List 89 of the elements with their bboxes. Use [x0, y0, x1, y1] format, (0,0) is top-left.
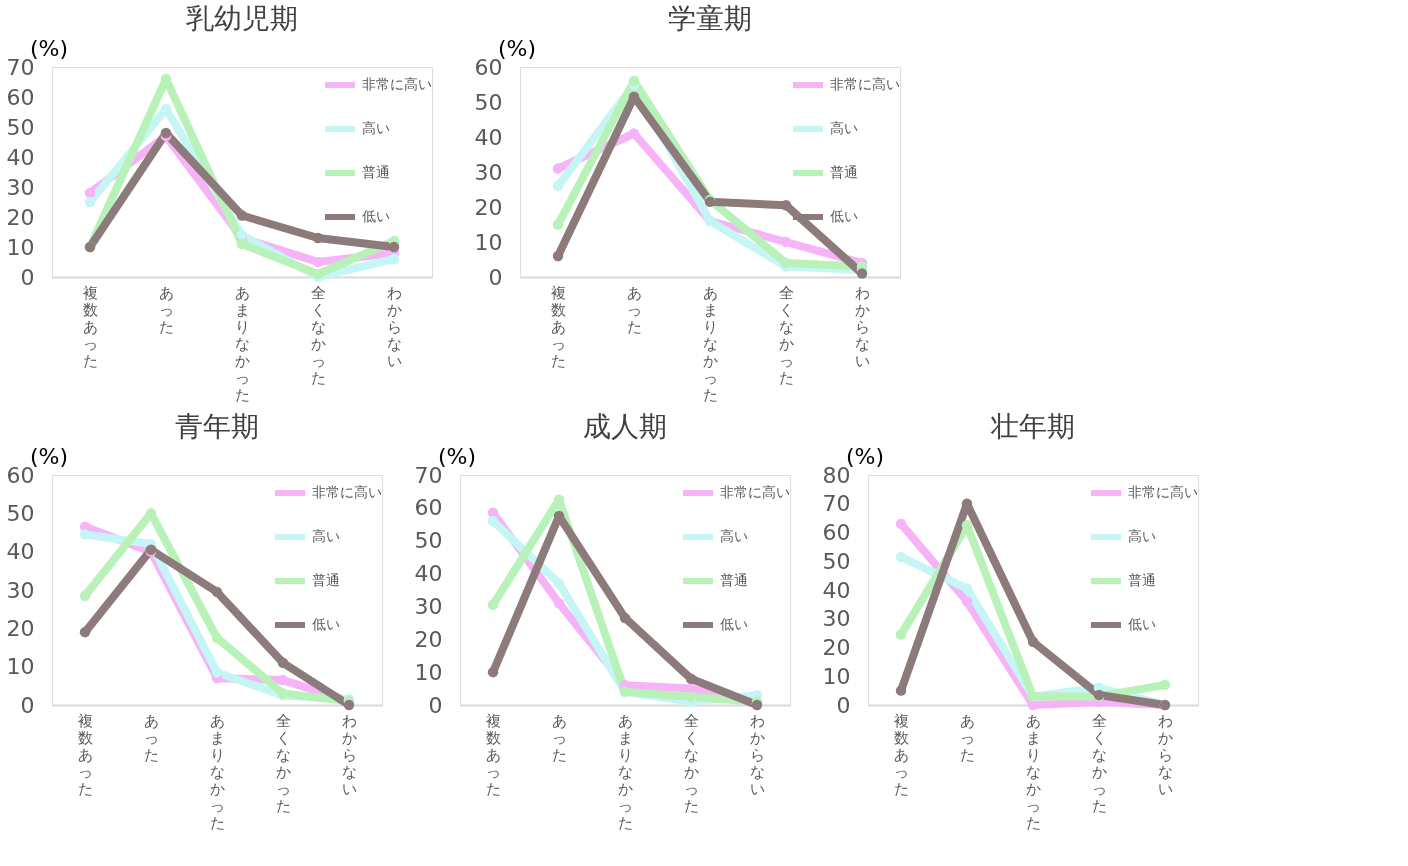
- y-tick-label: 50: [474, 89, 503, 115]
- y-tick-label: 30: [822, 606, 851, 632]
- legend-label: 普通: [720, 572, 748, 588]
- legend-label: 低い: [312, 616, 340, 632]
- y-tick-label: 10: [6, 234, 35, 260]
- legend-label: 高い: [362, 120, 390, 136]
- y-tick-label: 10: [414, 659, 443, 685]
- y-tick-label: 30: [6, 174, 35, 200]
- legend-label: 普通: [362, 164, 390, 180]
- y-tick-label: 40: [474, 124, 503, 150]
- y-tick-label: 50: [822, 548, 851, 574]
- x-tick-label: 複数あった: [551, 283, 566, 370]
- x-tick-label: 全くなかった: [1092, 711, 1107, 815]
- x-tick-label: 全くなかった: [684, 711, 699, 815]
- y-axis-title: (%): [498, 36, 537, 61]
- y-tick-label: 20: [822, 635, 851, 660]
- legend-label: 非常に高い: [312, 484, 382, 500]
- x-tick-label: あった: [960, 711, 975, 764]
- x-tick-label: あまりなかった: [703, 283, 718, 404]
- legend-label: 非常に高い: [830, 76, 900, 92]
- legend-label: 非常に高い: [362, 76, 432, 92]
- y-tick-label: 20: [414, 626, 443, 652]
- y-tick-label: 70: [822, 491, 851, 517]
- legend-label: 普通: [830, 164, 858, 180]
- legend-label: 普通: [312, 572, 340, 588]
- x-tick-label: わからない: [387, 283, 402, 370]
- x-tick-label: わからない: [1158, 711, 1173, 798]
- x-tick-label: わからない: [750, 711, 765, 798]
- legend-label: 非常に高い: [1128, 484, 1198, 500]
- y-axis-title: (%): [30, 444, 69, 469]
- chart-title: 壮年期: [990, 410, 1075, 443]
- y-tick-label: 0: [428, 692, 443, 718]
- y-axis-title: (%): [438, 444, 477, 469]
- chart-title: 成人期: [583, 410, 667, 443]
- x-tick-label: あった: [627, 283, 642, 336]
- y-tick-label: 0: [836, 692, 851, 718]
- x-tick-label: あった: [159, 283, 174, 336]
- y-tick-label: 40: [6, 539, 35, 565]
- legend-label: 低い: [1128, 616, 1156, 632]
- chart-title: 乳幼児期: [186, 2, 298, 35]
- x-tick-label: あまりなかった: [235, 283, 250, 404]
- y-tick-label: 30: [474, 159, 503, 185]
- y-axis-title: (%): [30, 36, 69, 61]
- legend-label: 低い: [830, 208, 858, 224]
- y-tick-label: 60: [6, 84, 35, 110]
- x-tick-label: 複数あった: [894, 711, 909, 798]
- y-tick-label: 60: [822, 520, 851, 545]
- y-tick-label: 30: [6, 577, 35, 603]
- y-tick-label: 40: [414, 561, 443, 587]
- y-tick-label: 50: [414, 528, 443, 554]
- y-tick-label: 0: [488, 264, 503, 290]
- x-tick-label: 複数あった: [83, 283, 98, 370]
- y-tick-label: 40: [6, 144, 35, 170]
- y-tick-label: 20: [6, 204, 35, 230]
- y-tick-label: 20: [6, 615, 35, 641]
- y-tick-label: 10: [6, 654, 35, 680]
- x-tick-label: あまりなかった: [1026, 711, 1041, 832]
- y-axis-title: (%): [846, 444, 885, 469]
- legend-label: 高い: [312, 528, 340, 544]
- chart-title: 青年期: [175, 410, 259, 443]
- y-tick-label: 40: [822, 577, 851, 603]
- legend-label: 低い: [720, 616, 748, 632]
- x-tick-label: 複数あった: [486, 711, 501, 798]
- y-tick-label: 50: [6, 114, 35, 140]
- x-tick-label: あまりなかった: [618, 711, 633, 832]
- x-tick-label: あまりなかった: [210, 711, 225, 832]
- legend-label: 低い: [362, 208, 390, 224]
- legend-label: 高い: [1128, 528, 1156, 544]
- x-tick-label: 全くなかった: [276, 711, 291, 815]
- legend-label: 高い: [720, 528, 748, 544]
- x-tick-label: 複数あった: [78, 711, 93, 798]
- y-tick-label: 20: [474, 194, 503, 220]
- x-tick-label: あった: [552, 711, 567, 764]
- y-tick-label: 60: [414, 495, 443, 521]
- y-tick-label: 10: [822, 663, 851, 689]
- y-tick-label: 10: [474, 229, 503, 255]
- chart-title: 学童期: [668, 2, 752, 35]
- x-tick-label: 全くなかった: [779, 283, 794, 387]
- x-tick-label: わからない: [342, 711, 357, 798]
- y-tick-label: 0: [20, 692, 35, 718]
- legend-label: 高い: [830, 120, 858, 136]
- y-tick-label: 50: [6, 500, 35, 526]
- x-tick-label: あった: [144, 711, 159, 764]
- x-tick-label: 全くなかった: [311, 283, 326, 387]
- y-tick-label: 0: [20, 264, 35, 290]
- x-tick-label: わからない: [855, 283, 870, 370]
- y-tick-label: 30: [414, 593, 443, 619]
- legend-label: 普通: [1128, 572, 1156, 588]
- legend-label: 非常に高い: [720, 484, 790, 500]
